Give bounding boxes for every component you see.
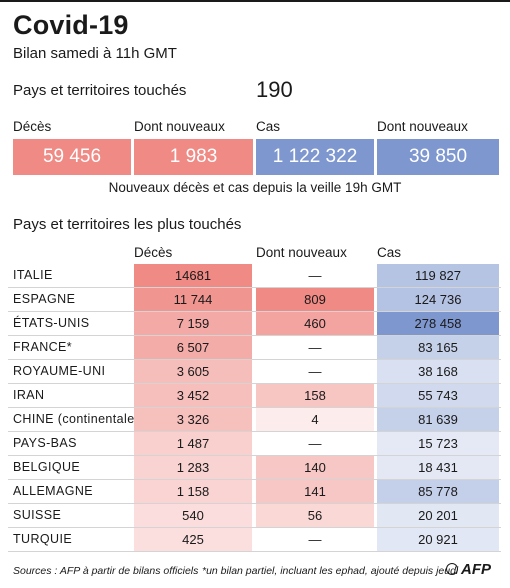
page-subtitle: Bilan samedi à 11h GMT — [13, 45, 177, 62]
page-title: Covid-19 — [13, 10, 129, 40]
new-deaths-cell: 56 — [256, 504, 374, 527]
deaths-cell: 1 487 — [134, 432, 252, 455]
total-new-cases-value: 39 850 — [377, 139, 499, 175]
country-label: SUISSE — [13, 508, 62, 522]
countries-touched-label: Pays et territoires touchés — [13, 82, 187, 99]
new-deaths-cell: — — [256, 528, 374, 551]
table-row: CHINE (continentale) 3 326 4 81 639 — [0, 408, 510, 432]
country-label: ITALIE — [13, 268, 53, 282]
new-deaths-cell: 158 — [256, 384, 374, 407]
deaths-cell: 6 507 — [134, 336, 252, 359]
total-new-deaths-label: Dont nouveaux — [134, 119, 225, 134]
country-label: ALLEMAGNE — [13, 484, 94, 498]
deaths-cell: 425 — [134, 528, 252, 551]
cases-cell: 55 743 — [377, 384, 499, 407]
new-deaths-cell: 809 — [256, 288, 374, 311]
table-row: TURQUIE 425—20 921 — [0, 528, 510, 552]
new-deaths-cell: 460 — [256, 312, 374, 335]
cases-cell: 85 778 — [377, 480, 499, 503]
cases-cell: 38 168 — [377, 360, 499, 383]
table-row: ITALIE 14681—119 827 — [0, 264, 510, 288]
row-divider — [8, 287, 501, 288]
country-label: CHINE (continentale) — [13, 412, 140, 426]
table-row: SUISSE 540 56 20 201 — [0, 504, 510, 528]
table-row: ÉTATS-UNIS 7 159 460 278 458 — [0, 312, 510, 336]
row-divider — [8, 311, 501, 312]
row-divider — [8, 359, 501, 360]
table-row: PAYS-BAS 1 487—15 723 — [0, 432, 510, 456]
new-deaths-cell: — — [256, 360, 374, 383]
totals-note: Nouveaux décès et cas depuis la veille 1… — [108, 180, 402, 195]
table-row: ALLEMAGNE 1 158 141 85 778 — [0, 480, 510, 504]
column-header-cases: Cas — [377, 245, 402, 260]
new-deaths-cell: — — [256, 264, 374, 287]
deaths-cell: 3 326 — [134, 408, 252, 431]
countries-touched-value: 190 — [256, 77, 293, 102]
country-label: PAYS-BAS — [13, 436, 77, 450]
table-row: BELGIQUE 1 283 140 18 431 — [0, 456, 510, 480]
cases-cell: 20 201 — [377, 504, 499, 527]
country-label: ROYAUME-UNI — [13, 364, 106, 378]
deaths-cell: 3 605 — [134, 360, 252, 383]
afp-logo-icon — [446, 563, 458, 575]
table-row: ESPAGNE 11 744 809 124 736 — [0, 288, 510, 312]
column-header-new-deaths: Dont nouveaux — [256, 245, 347, 260]
cases-cell: 83 165 — [377, 336, 499, 359]
new-deaths-cell: — — [256, 336, 374, 359]
country-label: BELGIQUE — [13, 460, 81, 474]
row-divider — [8, 503, 501, 504]
row-divider — [8, 335, 501, 336]
row-divider — [8, 455, 501, 456]
total-deaths-value: 59 456 — [13, 139, 131, 175]
total-new-deaths-value: 1 983 — [134, 139, 253, 175]
row-divider — [8, 431, 501, 432]
new-deaths-cell: — — [256, 432, 374, 455]
country-label: ESPAGNE — [13, 292, 76, 306]
cases-cell: 20 921 — [377, 528, 499, 551]
row-divider — [8, 551, 501, 552]
cases-cell: 15 723 — [377, 432, 499, 455]
row-divider — [8, 383, 501, 384]
deaths-cell: 1 158 — [134, 480, 252, 503]
deaths-cell: 11 744 — [134, 288, 252, 311]
new-deaths-cell: 4 — [256, 408, 374, 431]
cases-cell: 119 827 — [377, 264, 499, 287]
deaths-cell: 1 283 — [134, 456, 252, 479]
sources-note: Sources : AFP à partir de bilans officie… — [13, 565, 199, 577]
total-cases-label: Cas — [256, 119, 281, 134]
cases-cell: 124 736 — [377, 288, 499, 311]
deaths-cell: 7 159 — [134, 312, 252, 335]
cases-cell: 18 431 — [377, 456, 499, 479]
total-deaths-label: Décès — [13, 119, 52, 134]
top-rule — [0, 0, 510, 2]
country-label: FRANCE* — [13, 340, 73, 354]
afp-logo: AFP — [461, 561, 491, 578]
country-label: TURQUIE — [13, 532, 73, 546]
total-new-cases-label: Dont nouveaux — [377, 119, 468, 134]
footnote: *un bilan partiel, incluant les ephad, a… — [202, 565, 459, 577]
new-deaths-cell: 140 — [256, 456, 374, 479]
row-divider — [8, 527, 501, 528]
total-cases-value: 1 122 322 — [256, 139, 374, 175]
country-label: IRAN — [13, 388, 45, 402]
cases-cell: 278 458 — [377, 312, 499, 335]
table-row: IRAN 3 452 158 55 743 — [0, 384, 510, 408]
column-header-deaths: Décès — [134, 245, 173, 260]
table-row: ROYAUME-UNI 3 605—38 168 — [0, 360, 510, 384]
cases-cell: 81 639 — [377, 408, 499, 431]
table-title: Pays et territoires les plus touchés — [13, 216, 242, 233]
row-divider — [8, 407, 501, 408]
deaths-cell: 3 452 — [134, 384, 252, 407]
table-row: FRANCE* 6 507—83 165 — [0, 336, 510, 360]
country-label: ÉTATS-UNIS — [13, 316, 90, 330]
deaths-cell: 540 — [134, 504, 252, 527]
deaths-cell: 14681 — [134, 264, 252, 287]
new-deaths-cell: 141 — [256, 480, 374, 503]
row-divider — [8, 479, 501, 480]
